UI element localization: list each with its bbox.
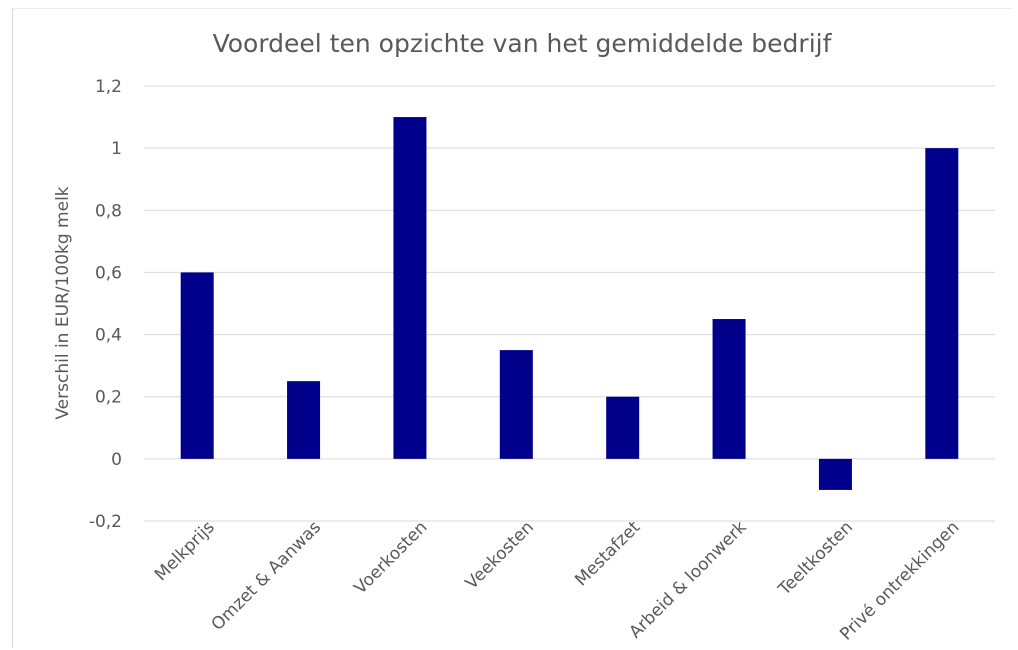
bar: [287, 381, 321, 459]
x-tick-label: Veekosten: [462, 517, 538, 593]
x-tick-label: Arbeid & loonwerk: [625, 517, 750, 642]
chart-frame: [12, 8, 1012, 648]
chart-title: Voordeel ten opzichte van het gemiddelde…: [213, 29, 833, 58]
x-tick-label: Melkprijs: [151, 517, 219, 585]
y-tick-label: 0,6: [95, 263, 122, 283]
x-tick-label: Teeltkosten: [774, 517, 857, 600]
bar: [393, 117, 427, 459]
bar: [606, 396, 640, 459]
bar: [818, 458, 852, 490]
x-tick-label: Voerkosten: [350, 517, 431, 598]
y-tick-label: 0,8: [95, 201, 122, 221]
y-axis-ticks: -0,2 0 0,2 0,4 0,6 0,8 1 1,2: [89, 77, 122, 532]
x-tick-label: Mestafzet: [571, 517, 644, 590]
y-tick-label: 0,4: [95, 326, 122, 346]
gridlines: [144, 85, 995, 522]
bar: [180, 272, 214, 459]
y-tick-label: 1,2: [95, 77, 122, 97]
x-tick-label: Omzet & Aanwas: [208, 517, 326, 635]
bars: [180, 117, 959, 490]
y-axis-label: Verschil in EUR/100kg melk: [53, 186, 73, 419]
y-tick-label: 0: [111, 450, 122, 470]
bar: [925, 148, 959, 459]
y-tick-label: -0,2: [89, 512, 122, 532]
bar: [499, 350, 533, 459]
y-tick-label: 0,2: [95, 388, 122, 408]
y-tick-label: 1: [111, 139, 122, 159]
x-tick-label: Privé ontrekkingen: [836, 517, 963, 644]
bar: [712, 319, 746, 459]
